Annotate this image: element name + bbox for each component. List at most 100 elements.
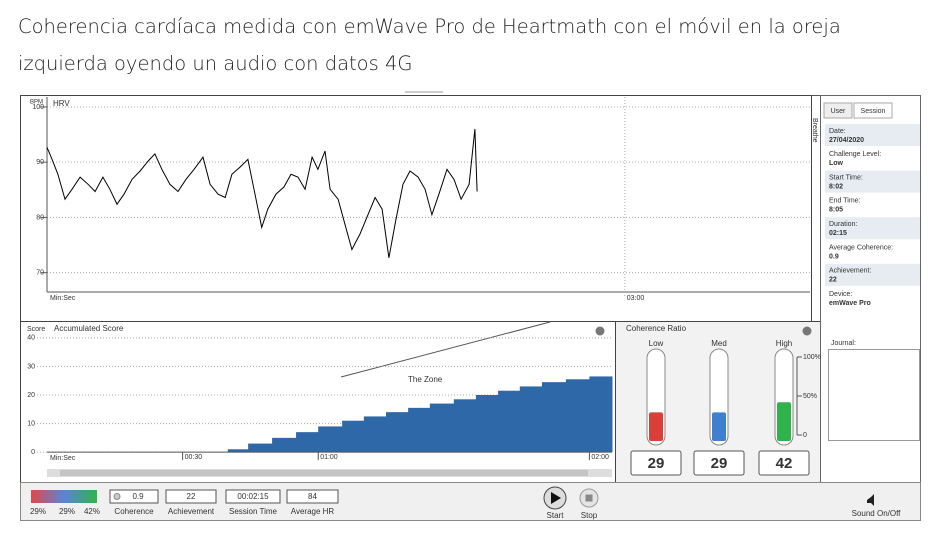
y-tick-label: 50% (803, 393, 817, 400)
y-tick-label: 70 (36, 270, 44, 277)
y-axis-label: Score (27, 326, 45, 333)
field-bg (825, 240, 920, 263)
score-step (429, 403, 455, 453)
y-tick-label: 0 (803, 432, 807, 439)
y-tick-label: 20 (27, 392, 35, 399)
button-label: Start (547, 511, 565, 520)
score-step (565, 379, 590, 453)
score-step (342, 420, 365, 453)
score-step (498, 390, 521, 453)
value-box (693, 450, 745, 476)
readout-label: Coherence (114, 507, 154, 516)
stop-icon (585, 494, 593, 502)
fill (649, 412, 663, 441)
score-step (453, 399, 477, 453)
field-bg (825, 147, 920, 170)
x-tick-label: 00:30 (185, 454, 203, 461)
readout-value: 84 (308, 492, 317, 501)
score-step (272, 437, 297, 453)
y-tick-label: 100 (32, 104, 44, 111)
readout-label: Session Time (229, 507, 278, 516)
category-label: High (776, 339, 792, 348)
field-value: emWave Pro (829, 300, 871, 307)
category-label: Med (711, 339, 727, 348)
field-label: End Time: (829, 198, 861, 205)
field-value: Low (829, 160, 844, 167)
field-value: 27/04/2020 (829, 137, 864, 144)
x-tick-label: 01:00 (320, 454, 338, 461)
readout-value: 00:02:15 (237, 492, 269, 501)
field-value: 0.9 (829, 253, 839, 260)
y-tick-label: 0 (31, 449, 35, 456)
value-label: 29 (648, 455, 665, 472)
y-tick-label: 80 (36, 214, 44, 221)
field-bg (825, 263, 920, 286)
field-bg (825, 287, 920, 310)
score-step (318, 426, 343, 453)
readout-box (165, 489, 217, 504)
play-icon (551, 492, 561, 504)
ratio-label: 29% (59, 507, 75, 516)
hrv-title: HRV (53, 99, 70, 108)
page-title: Coherencia cardíaca medida con emWave Pr… (18, 15, 841, 75)
journal-label: Journal: (831, 340, 856, 347)
score-title: Accumulated Score (54, 324, 124, 333)
readout-box (225, 489, 281, 504)
field-label: Duration: (829, 221, 857, 228)
readout-value: 0.9 (132, 492, 144, 501)
ratio-label: 42% (84, 507, 100, 516)
field-bg (825, 217, 920, 240)
ratio-bar (31, 490, 97, 503)
y-tick-label: 10 (27, 420, 35, 427)
score-step (589, 376, 613, 453)
fill (712, 412, 726, 441)
score-step (248, 443, 273, 453)
score-step (475, 395, 499, 453)
field-label: Start Time: (829, 174, 863, 181)
score-step (296, 432, 319, 453)
menu-button[interactable] (802, 326, 812, 336)
field-label: Average Coherence: (829, 244, 893, 251)
tab-label: User (831, 108, 846, 115)
tab[interactable] (823, 102, 853, 119)
readout-value: 22 (187, 492, 196, 501)
score-step (227, 449, 249, 453)
score-step (541, 382, 567, 453)
tab[interactable] (853, 102, 893, 119)
field-bg (825, 170, 920, 193)
hrv-line (46, 128, 478, 258)
hrv-panel (20, 95, 812, 322)
field-value: 02:15 (829, 230, 847, 237)
y-tick-label: 40 (27, 335, 35, 342)
fill (777, 402, 791, 441)
scroll-thumb[interactable] (60, 470, 588, 476)
readout-box (109, 489, 159, 504)
field-label: Device: (829, 291, 852, 298)
field-bg (825, 193, 920, 216)
score-step (408, 407, 431, 453)
field-label: Challenge Level: (829, 151, 881, 158)
x-axis-label: Min:Sec (50, 295, 76, 302)
sound-icon[interactable] (867, 494, 874, 506)
y-tick-label: 30 (27, 363, 35, 370)
menu-button[interactable] (595, 326, 605, 336)
indicator (113, 493, 121, 500)
readout-label: Average HR (291, 507, 335, 516)
field-label: Achievement: (829, 268, 871, 275)
score-step (363, 416, 387, 453)
score-step (519, 386, 543, 453)
field-value: 8:02 (829, 183, 843, 190)
x-tick-label: 02:00 (591, 454, 609, 461)
sound-label: Sound On/Off (852, 509, 902, 518)
field-value: 22 (829, 277, 837, 284)
value-label: 42 (776, 455, 793, 472)
zone-label: The Zone (408, 375, 443, 384)
journal-box[interactable] (828, 349, 920, 441)
value-label: 29 (711, 455, 728, 472)
value-box (630, 450, 682, 476)
value-box (758, 450, 810, 476)
score-step (386, 412, 409, 453)
field-value: 8:05 (829, 207, 843, 214)
